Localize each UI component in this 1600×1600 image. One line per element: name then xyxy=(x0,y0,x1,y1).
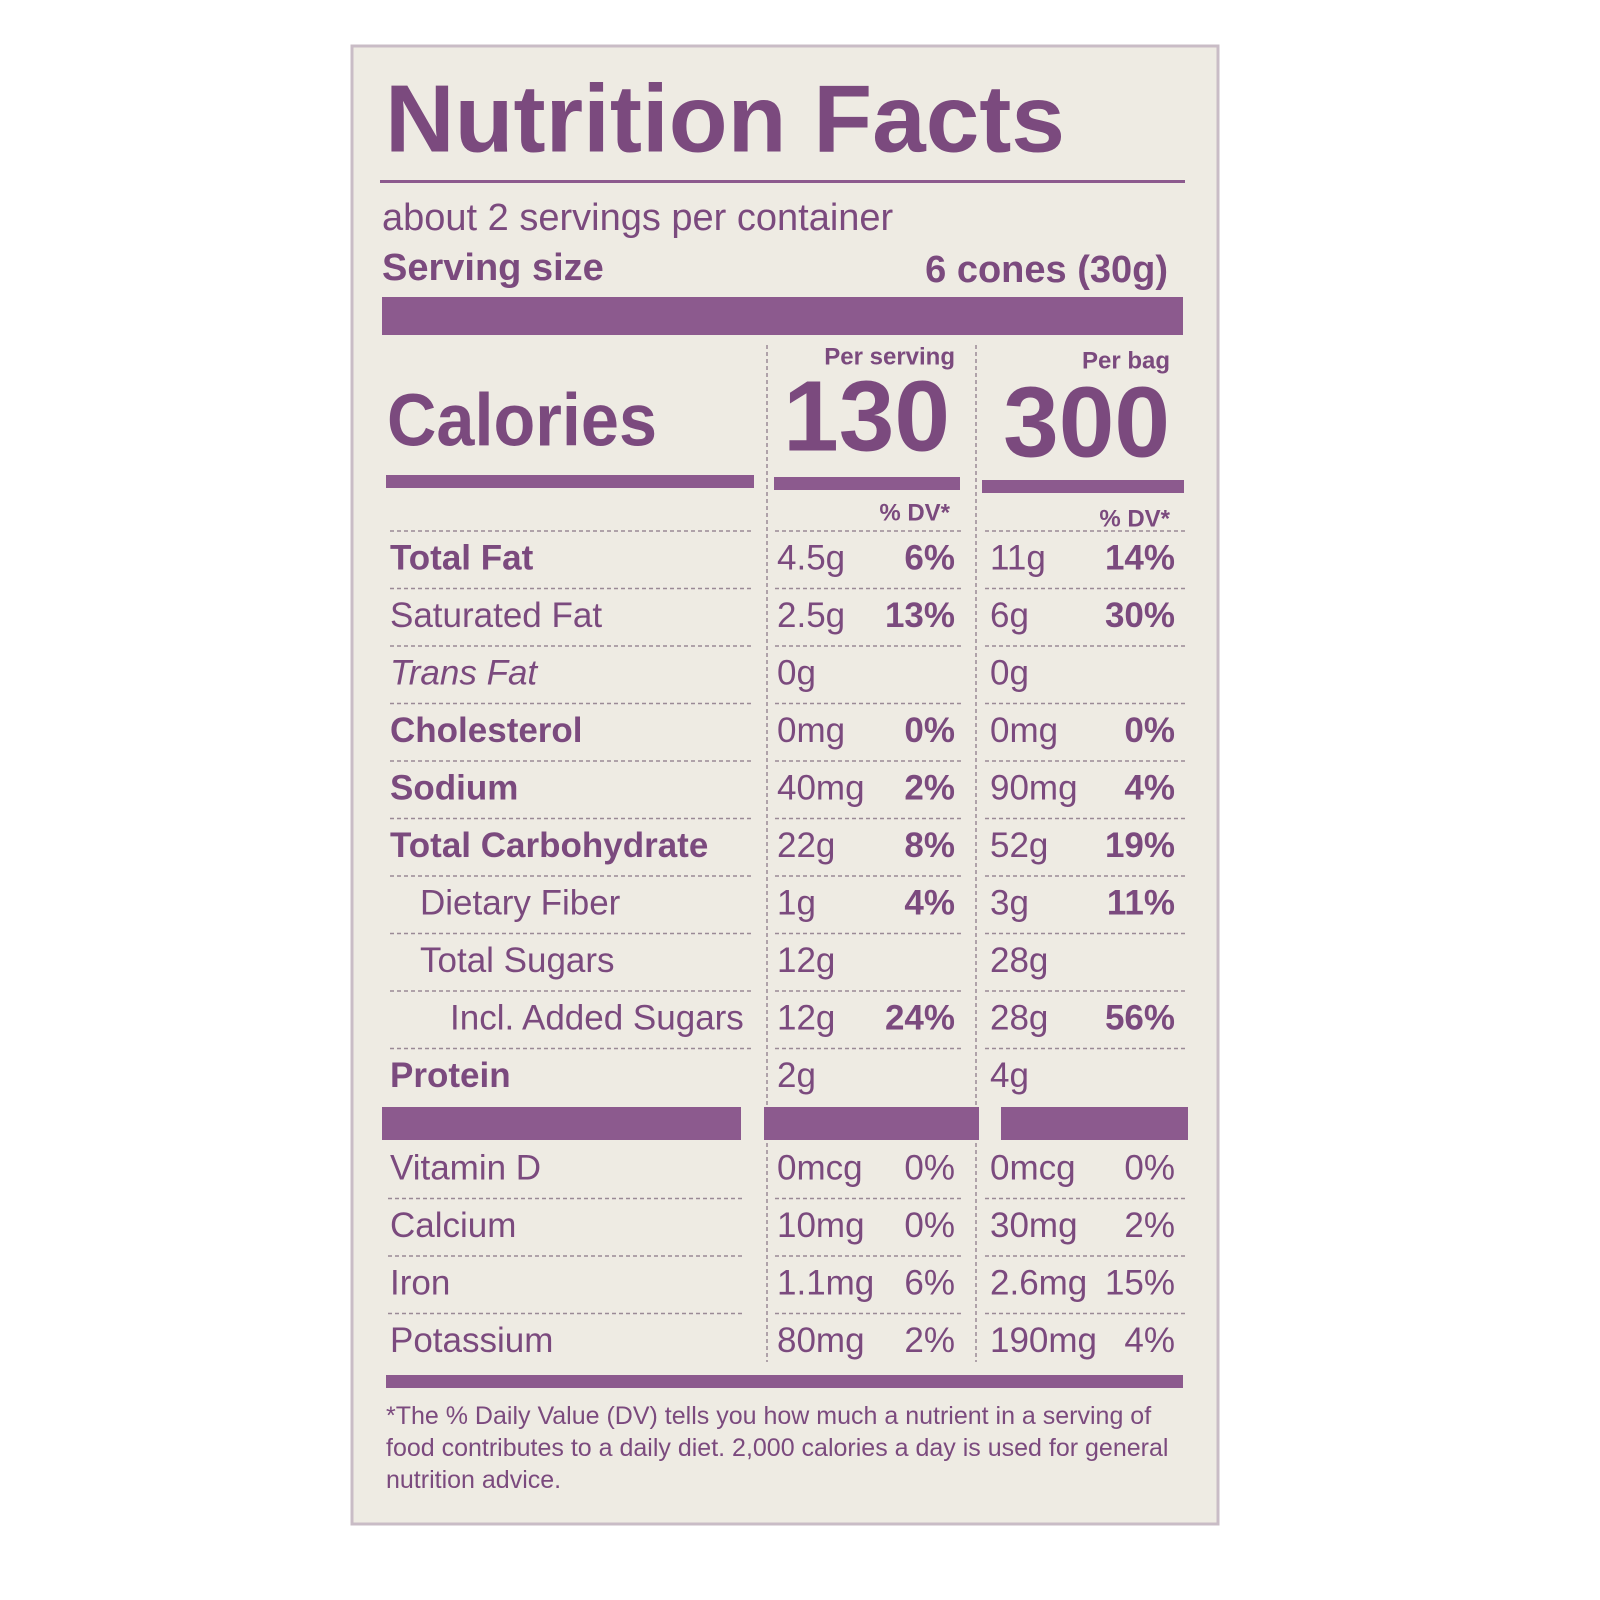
column-header: Per serving xyxy=(824,343,955,370)
title-rule xyxy=(380,180,1185,183)
amount: 4.5g xyxy=(777,538,845,577)
daily-value: 6% xyxy=(904,1263,955,1302)
daily-value: 11% xyxy=(1107,883,1175,922)
thick-rule xyxy=(1001,1107,1188,1140)
dv-header: % DV* xyxy=(879,499,950,526)
nutrient-name: Trans Fat xyxy=(390,653,538,692)
daily-value: 2% xyxy=(1124,1206,1175,1245)
daily-value: 0% xyxy=(904,1148,955,1187)
nutrient-name: Protein xyxy=(390,1056,511,1095)
amount: 11g xyxy=(990,538,1046,577)
calories-value: 300 xyxy=(1003,366,1170,478)
daily-value: 30% xyxy=(1105,596,1175,635)
daily-value: 2% xyxy=(904,1321,955,1360)
daily-value: 0% xyxy=(904,711,955,750)
amount: 0mcg xyxy=(777,1148,863,1187)
nutrient-name: Dietary Fiber xyxy=(420,883,621,922)
daily-value: 14% xyxy=(1105,538,1175,577)
daily-value: 13% xyxy=(885,596,955,635)
amount: 190mg xyxy=(990,1321,1097,1360)
daily-value: 4% xyxy=(1124,768,1175,807)
amount: 6g xyxy=(990,596,1029,635)
thick-rule xyxy=(382,297,1183,335)
nutrient-name: Calcium xyxy=(390,1206,516,1245)
amount: 22g xyxy=(777,826,835,865)
nutrient-name: Potassium xyxy=(390,1321,553,1360)
amount: 12g xyxy=(777,998,835,1037)
amount: 10mg xyxy=(777,1206,865,1245)
column-header: Per bag xyxy=(1082,347,1170,374)
nutrient-name: Total Fat xyxy=(390,538,534,577)
daily-value: 0% xyxy=(904,1206,955,1245)
serving-size-value: 6 cones (30g) xyxy=(925,249,1168,291)
amount: 80mg xyxy=(777,1321,865,1360)
amount: 2.6mg xyxy=(990,1263,1087,1302)
daily-value: 4% xyxy=(1124,1321,1175,1360)
nutrient-name: Total Sugars xyxy=(420,941,615,980)
footnote-box: *The % Daily Value (DV) tells you how mu… xyxy=(386,1402,1169,1494)
thick-rule xyxy=(382,1107,741,1140)
rule xyxy=(774,477,960,490)
daily-value: 24% xyxy=(885,998,955,1037)
thick-rule xyxy=(764,1107,979,1140)
daily-value: 19% xyxy=(1105,826,1175,865)
daily-value: 6% xyxy=(904,538,955,577)
amount: 40mg xyxy=(777,768,865,807)
amount: 30mg xyxy=(990,1206,1078,1245)
nutrient-name: Sodium xyxy=(390,768,518,807)
serving-size-label: Serving size xyxy=(382,247,604,289)
amount: 90mg xyxy=(990,768,1078,807)
amount: 3g xyxy=(990,883,1029,922)
calories-value: 130 xyxy=(783,360,950,472)
amount: 28g xyxy=(990,941,1048,980)
rule xyxy=(982,480,1184,493)
nutrient-name: Total Carbohydrate xyxy=(390,826,708,865)
daily-value: 15% xyxy=(1105,1263,1175,1302)
daily-value: 2% xyxy=(904,768,955,807)
nutrient-name: Cholesterol xyxy=(390,711,583,750)
dv-header: % DV* xyxy=(1099,505,1170,532)
amount: 1g xyxy=(777,883,816,922)
amount: 0g xyxy=(990,653,1029,692)
amount: 12g xyxy=(777,941,835,980)
daily-value: 8% xyxy=(904,826,955,865)
label-background xyxy=(350,44,1220,1526)
nutrient-name: Incl. Added Sugars xyxy=(450,998,744,1037)
amount: 0mcg xyxy=(990,1148,1076,1187)
amount: 52g xyxy=(990,826,1048,865)
rule xyxy=(386,475,754,488)
calories-label: Calories xyxy=(387,379,657,462)
nutrient-name: Iron xyxy=(390,1263,450,1302)
daily-value: 56% xyxy=(1105,998,1175,1037)
daily-value: 0% xyxy=(1124,711,1175,750)
footnote: *The % Daily Value (DV) tells you how mu… xyxy=(386,1402,1169,1494)
daily-value: 0% xyxy=(1124,1148,1175,1187)
amount: 0g xyxy=(777,653,816,692)
amount: 2.5g xyxy=(777,596,845,635)
amount: 2g xyxy=(777,1056,816,1095)
title: Nutrition Facts xyxy=(385,65,1065,172)
amount: 0mg xyxy=(990,711,1058,750)
rule xyxy=(386,1375,1183,1388)
daily-value: 4% xyxy=(904,883,955,922)
amount: 0mg xyxy=(777,711,845,750)
servings: about 2 servings per container xyxy=(382,197,894,239)
nutrient-name: Vitamin D xyxy=(390,1148,541,1187)
amount: 28g xyxy=(990,998,1048,1037)
nutrient-name: Saturated Fat xyxy=(390,596,602,635)
amount: 1.1mg xyxy=(777,1263,874,1302)
amount: 4g xyxy=(990,1056,1029,1095)
